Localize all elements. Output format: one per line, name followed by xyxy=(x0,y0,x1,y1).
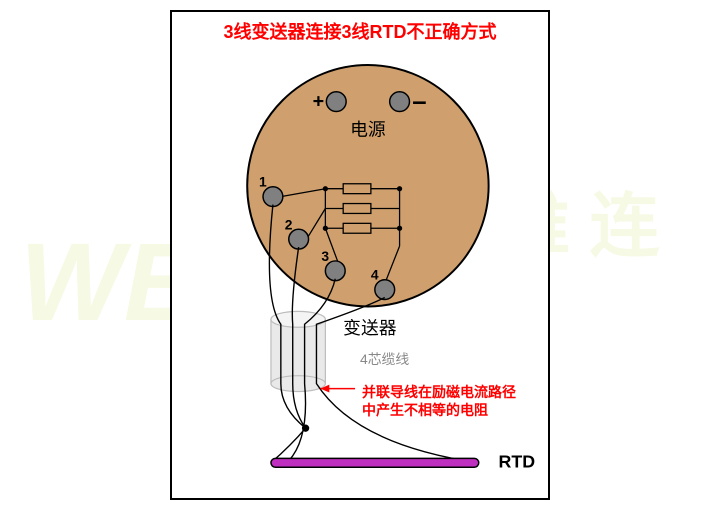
svg-text:1: 1 xyxy=(259,174,267,190)
minus-label: – xyxy=(412,88,426,116)
note-text: 并联导线在励磁电流路径 中产生不相等的电阻 xyxy=(362,384,516,419)
cable-label: 4芯缆线 xyxy=(360,351,409,367)
note-line2: 中产生不相等的电阻 xyxy=(362,402,516,420)
rtd-label: RTD xyxy=(499,452,536,472)
plus-label: + xyxy=(313,91,325,113)
svg-text:4: 4 xyxy=(371,267,379,283)
power-label: 电源 xyxy=(350,119,386,139)
transmitter-label: 变送器 xyxy=(343,318,397,338)
svg-text:3: 3 xyxy=(321,248,329,264)
note-line1: 并联导线在励磁电流路径 xyxy=(362,384,516,402)
note-arrow xyxy=(320,385,355,393)
diagram-frame: 3线变送器连接3线RTD不正确方式 + – 电源 1234 变送器 4芯缆线 R… xyxy=(170,10,550,500)
diagram-svg: + – 电源 1 2 3 4 变送器 4芯缆线 RTD xyxy=(172,12,548,498)
transmitter-body-circle xyxy=(247,65,488,306)
svg-text:2: 2 xyxy=(285,216,293,232)
rtd-element xyxy=(271,458,479,467)
